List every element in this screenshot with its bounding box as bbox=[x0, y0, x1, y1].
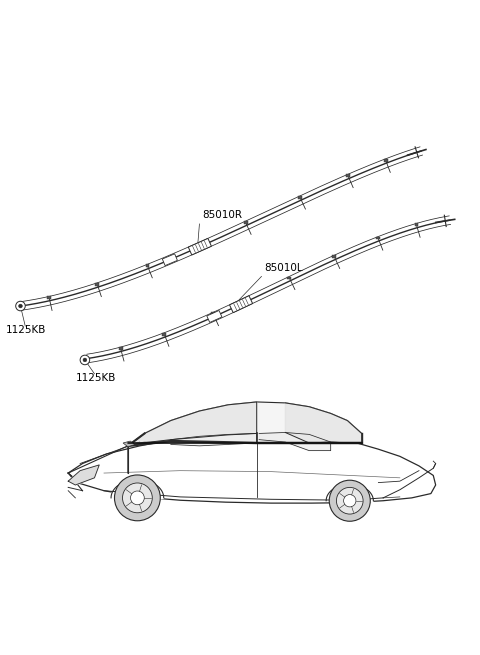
Polygon shape bbox=[123, 441, 135, 447]
Circle shape bbox=[131, 491, 144, 505]
Circle shape bbox=[19, 304, 23, 308]
Text: 1125KB: 1125KB bbox=[6, 325, 47, 335]
Bar bbox=[162, 333, 166, 335]
Polygon shape bbox=[229, 295, 252, 312]
Circle shape bbox=[122, 483, 152, 513]
Polygon shape bbox=[68, 465, 99, 485]
Polygon shape bbox=[285, 403, 362, 443]
Bar bbox=[376, 236, 380, 239]
Bar bbox=[298, 196, 302, 198]
Circle shape bbox=[329, 480, 370, 521]
Circle shape bbox=[16, 301, 25, 310]
Polygon shape bbox=[171, 434, 257, 446]
Bar bbox=[288, 276, 291, 279]
Text: 85010R: 85010R bbox=[202, 210, 242, 220]
Circle shape bbox=[115, 475, 160, 521]
Bar bbox=[119, 347, 122, 350]
Bar bbox=[333, 255, 336, 258]
Bar bbox=[244, 221, 248, 224]
Bar bbox=[96, 283, 99, 286]
Polygon shape bbox=[162, 253, 178, 265]
Circle shape bbox=[344, 495, 356, 507]
Circle shape bbox=[336, 487, 363, 514]
Bar bbox=[48, 297, 51, 299]
Polygon shape bbox=[207, 310, 222, 322]
Text: 1125KB: 1125KB bbox=[75, 373, 116, 383]
Bar bbox=[211, 312, 215, 315]
Polygon shape bbox=[128, 402, 362, 446]
Polygon shape bbox=[68, 434, 436, 503]
Bar bbox=[384, 159, 387, 162]
Bar bbox=[346, 174, 350, 177]
Circle shape bbox=[80, 355, 90, 365]
Circle shape bbox=[83, 358, 87, 362]
Polygon shape bbox=[188, 238, 211, 255]
Polygon shape bbox=[111, 479, 164, 498]
Text: 85010L: 85010L bbox=[264, 263, 302, 273]
Polygon shape bbox=[326, 484, 373, 500]
Polygon shape bbox=[259, 432, 331, 451]
Polygon shape bbox=[128, 402, 257, 446]
Bar bbox=[415, 223, 419, 226]
Bar bbox=[145, 265, 149, 267]
